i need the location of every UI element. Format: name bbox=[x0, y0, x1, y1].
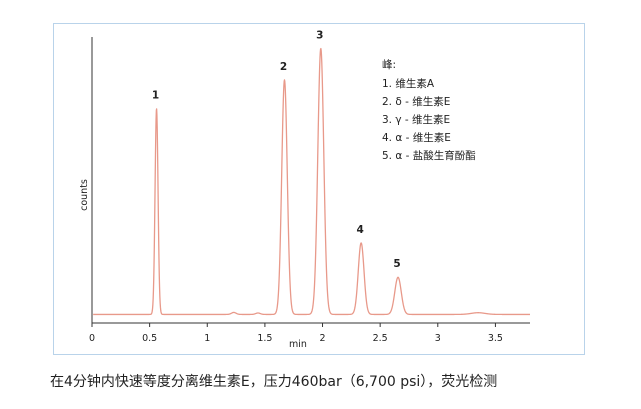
peak-label-4: 4 bbox=[356, 224, 363, 236]
x-tick-label-0: 0 bbox=[89, 333, 95, 344]
legend-item-4: 4. α - 维生素E bbox=[382, 131, 451, 144]
x-tick-label-1: 0.5 bbox=[142, 333, 157, 344]
legend-item-3: 3. γ - 维生素E bbox=[382, 113, 450, 126]
legend-item-1: 1. 维生素A bbox=[382, 77, 435, 90]
y-axis-label: counts bbox=[79, 179, 90, 211]
chromatogram-trace bbox=[92, 47, 531, 316]
legend-item-5: 5. α - 盐酸生育酚酯 bbox=[382, 149, 476, 162]
x-tick-label-5: 2.5 bbox=[373, 333, 388, 344]
x-axis-ticks: 0 0.5 1 1.5 2 2.5 3 3.5 bbox=[89, 323, 503, 344]
peak-labels: 1 2 3 4 5 bbox=[152, 29, 401, 270]
x-tick-label-4: 2 bbox=[320, 333, 326, 344]
peak-label-2: 2 bbox=[280, 61, 287, 73]
x-tick-label-7: 3.5 bbox=[488, 333, 503, 344]
plot-area: 0 0.5 1 1.5 2 2.5 3 3.5 1 2 3 4 5 min counts bbox=[79, 29, 531, 350]
legend-item-2: 2. δ - 维生素E bbox=[382, 95, 450, 108]
legend: 峰: 1. 维生素A 2. δ - 维生素E 3. γ - 维生素E 4. α … bbox=[382, 59, 476, 162]
peak-label-5: 5 bbox=[393, 258, 400, 270]
x-tick-label-6: 3 bbox=[435, 333, 441, 344]
peak-label-1: 1 bbox=[152, 90, 159, 102]
x-tick-label-2: 1 bbox=[204, 333, 210, 344]
peak-label-3: 3 bbox=[316, 29, 323, 41]
x-axis-label: min bbox=[289, 339, 307, 350]
figure-caption: 在4分钟内快速等度分离维生素E，压力460bar（6,700 psi），荧光检测 bbox=[50, 374, 498, 390]
legend-title: 峰: bbox=[382, 59, 396, 71]
x-tick-label-3: 1.5 bbox=[257, 333, 272, 344]
